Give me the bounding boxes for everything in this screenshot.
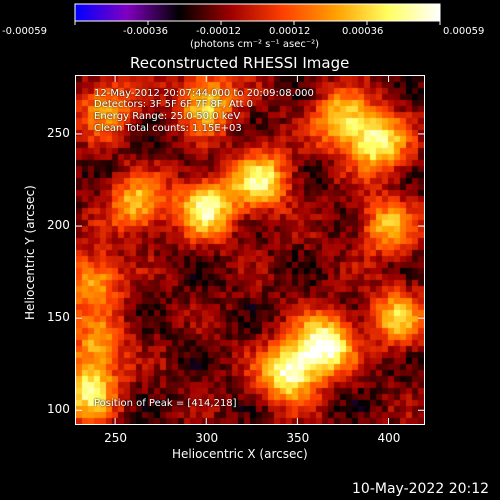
colorbar-tick-label: 0.00059 xyxy=(443,26,485,37)
plot-area xyxy=(75,75,425,425)
x-tick-label: 250 xyxy=(104,431,127,445)
x-tick-label: 350 xyxy=(286,431,310,445)
x-axis-label: Heliocentric X (arcsec) xyxy=(172,447,308,461)
colorbar-gradient xyxy=(74,3,441,22)
colorbar-tick-label: -0.00059 xyxy=(2,26,47,37)
y-tick-label: 200 xyxy=(47,218,70,233)
footer-date: 10-May-2022 20:12 xyxy=(352,481,490,497)
y-tick-label: 250 xyxy=(47,125,70,140)
annotation-detectors: Detectors: 3F 5F 6F 7F 8F, Att 0 xyxy=(94,99,254,110)
y-tick-label: 100 xyxy=(47,402,70,417)
annotation-time-range: 12-May-2012 20:07:44.000 to 20:09:08.000 xyxy=(94,88,314,99)
annotation-energy: Energy Range: 25.0-50.0 keV xyxy=(94,111,241,122)
colorbar-tick-label: 0.00036 xyxy=(342,26,384,37)
colorbar-tick-label: -0.00012 xyxy=(196,26,241,37)
colorbar-tick-label: -0.00036 xyxy=(123,26,168,37)
y-axis-label: Heliocentric Y (arcsec) xyxy=(23,185,37,320)
annotation-clean: Clean Total counts: 1.15E+03 xyxy=(94,123,242,134)
colorbar xyxy=(74,3,441,25)
annotation-peak: Position of Peak = [414,218] xyxy=(94,398,237,409)
y-tick-label: 150 xyxy=(47,310,70,325)
x-tick-label: 400 xyxy=(377,431,401,445)
colorbar-ticks xyxy=(74,21,441,25)
x-tick-label: 300 xyxy=(195,431,219,445)
heatmap-canvas xyxy=(76,76,424,424)
chart-title: Reconstructed RHESSI Image xyxy=(130,54,350,72)
colorbar-tick-label: 0.00012 xyxy=(269,26,311,37)
colorbar-units: (photons cm⁻² s⁻¹ asec⁻²) xyxy=(190,39,320,50)
